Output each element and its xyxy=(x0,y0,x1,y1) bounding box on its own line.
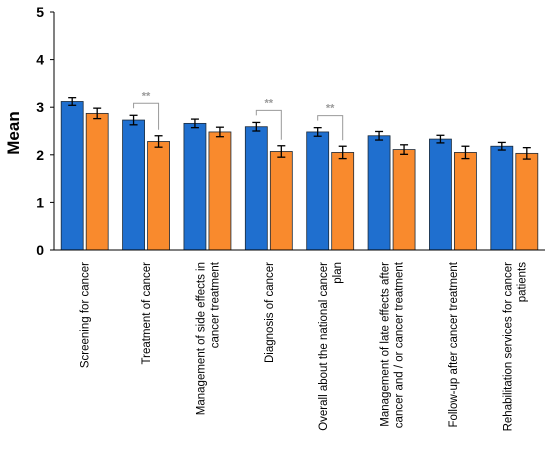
x-tick-label: Rehabilitation services for cancer patien… xyxy=(502,262,528,432)
x-tick-label-line: cancer treatment xyxy=(209,261,221,348)
y-axis-label: Mean xyxy=(4,111,23,154)
bar xyxy=(183,122,207,251)
bar xyxy=(269,151,293,251)
x-tick-label-line: Overall about the national cancer xyxy=(318,262,330,431)
bar xyxy=(515,152,539,251)
x-tick-label-line: Treatment of cancer xyxy=(141,262,153,365)
bar xyxy=(392,149,416,251)
x-tick-label: Treatment of cancer xyxy=(141,262,153,365)
bar xyxy=(122,119,145,251)
y-tick-label: 2 xyxy=(36,147,44,163)
bar xyxy=(490,145,514,251)
x-tick-label-line: Screening for cancer xyxy=(80,262,92,368)
x-tick-label-line: plan xyxy=(332,262,344,284)
significance-bracket xyxy=(317,115,344,141)
y-tick-label: 0 xyxy=(36,242,44,258)
bar xyxy=(60,101,84,251)
bar xyxy=(244,126,268,251)
x-tick-label: Management of side effects in cancer trea… xyxy=(195,261,221,415)
bar xyxy=(306,131,330,251)
x-tick-label: Screening for cancer xyxy=(80,262,92,368)
bar xyxy=(85,112,109,251)
x-tick-label: Management of late effects after cancer a… xyxy=(380,261,406,428)
bar xyxy=(331,152,355,251)
bar xyxy=(454,152,477,251)
significance-bracket xyxy=(255,109,282,140)
x-tick-label-line: Follow-up after cancer treatment xyxy=(448,261,460,427)
y-tick-label: 4 xyxy=(36,52,44,68)
bars-layer xyxy=(60,97,539,251)
x-tick-label: Diagnosis of cancer xyxy=(264,262,276,363)
y-tick-label: 5 xyxy=(36,4,44,20)
axes-layer: 0 1 2 3 4 5 Screening for cancer Treatment of c… xyxy=(36,4,545,431)
significance-bracket xyxy=(133,102,160,130)
x-tick-label: Overall about the national cancer plan xyxy=(318,262,344,431)
bar xyxy=(147,141,170,251)
y-tick-label: 1 xyxy=(36,194,44,210)
y-tick-label: 3 xyxy=(36,99,44,115)
x-tick-label-line: Rehabilitation services for cancer xyxy=(502,262,514,432)
bar xyxy=(367,135,391,251)
x-tick-label-line: Management of side effects in xyxy=(195,262,207,415)
significance-label: ** xyxy=(142,90,151,102)
bar xyxy=(208,131,232,251)
significance-label: ** xyxy=(326,103,335,115)
significance-label: ** xyxy=(265,97,274,109)
x-tick-label-line: cancer and / or cancer treatment xyxy=(394,261,406,428)
bar xyxy=(429,138,452,251)
x-tick-label-line: patients xyxy=(516,262,528,303)
x-tick-label-line: Diagnosis of cancer xyxy=(264,262,276,363)
x-tick-label: Follow-up after cancer treatment xyxy=(448,261,460,427)
x-tick-label-line: Management of late effects after xyxy=(380,262,392,427)
